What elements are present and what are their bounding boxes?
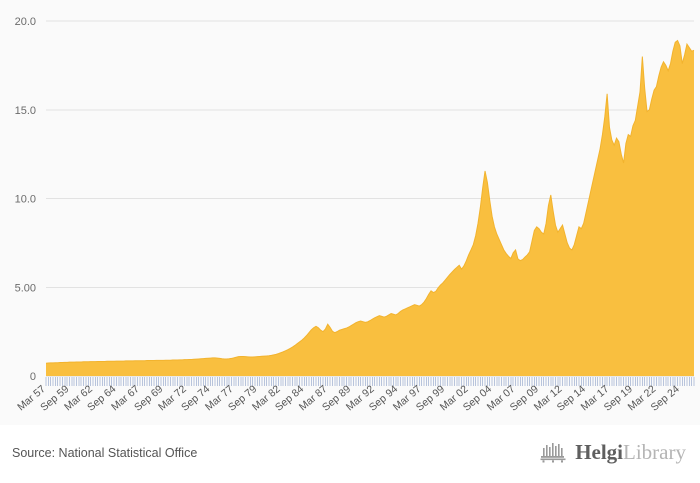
series-line-path [45, 39, 695, 364]
data-series-area [45, 39, 695, 376]
y-axis-tick-label: 0 [30, 371, 36, 383]
source-note: Source: National Statistical Office [12, 446, 198, 460]
brand-wordmark: HelgiLibrary [575, 439, 686, 464]
y-axis-tick-label: 10.0 [15, 194, 36, 206]
library-building-icon [540, 443, 566, 463]
chart-footer: Source: National Statistical Office [0, 425, 700, 483]
x-axis-tickmarks [45, 377, 695, 386]
y-axis-tick-label: 5.00 [15, 282, 36, 294]
brand-name-primary: Helgi [575, 439, 624, 464]
y-axis-tick-label: 20.0 [15, 16, 36, 28]
series-area-path [46, 40, 694, 376]
brand-logo[interactable]: HelgiLibrary [540, 441, 686, 463]
brand-name-secondary: Library [623, 439, 686, 464]
y-axis-tick-label: 15.0 [15, 105, 36, 117]
y-axis-labels: 0 5.00 10.0 15.0 20.0 [15, 16, 36, 383]
